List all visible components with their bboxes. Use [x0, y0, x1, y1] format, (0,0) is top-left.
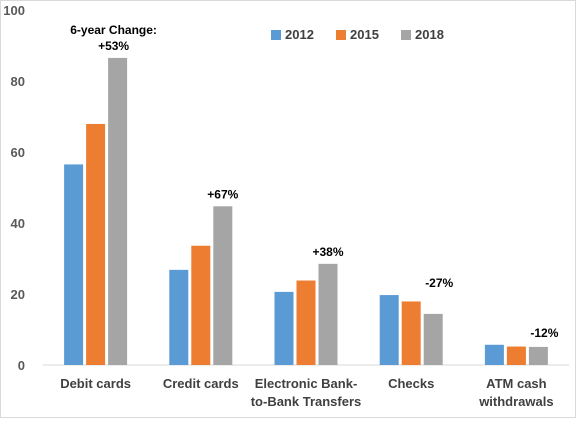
change-annotation: 6-year Change:: [70, 23, 157, 37]
legend-label-2018: 2018: [415, 27, 444, 42]
category-labels: Debit cards Credit cards Electronic Bank-t…: [60, 376, 553, 409]
category-label: ATM cash: [486, 376, 546, 391]
bar-2012-4: [484, 344, 504, 365]
change-annotation: -27%: [425, 276, 453, 290]
bar-2012-3: [379, 295, 399, 365]
bar-2015-0: [86, 123, 106, 365]
category-label: Checks: [388, 376, 434, 391]
y-tick-label: 40: [11, 216, 25, 231]
category-label: Electronic Bank-: [255, 376, 358, 391]
bar-2018-2: [318, 263, 338, 365]
legend-swatch-2015: [336, 30, 346, 40]
bar-2012-0: [64, 164, 84, 365]
y-tick-label: 100: [3, 3, 25, 18]
change-annotations: 6-year Change: +53% +67% +38% -27% -12%: [70, 23, 558, 340]
bar-2018-3: [423, 313, 443, 365]
category-label: withdrawals: [478, 394, 553, 409]
y-tick-label: 20: [11, 287, 25, 302]
y-tick-label: 80: [11, 74, 25, 89]
change-annotation: +38%: [312, 245, 343, 259]
bar-2015-4: [506, 346, 526, 365]
y-tick-label: 60: [11, 145, 25, 160]
category-label: Debit cards: [60, 376, 131, 391]
bar-2018-0: [108, 57, 128, 366]
bars: [64, 57, 548, 366]
bar-2015-1: [191, 245, 211, 365]
change-annotation: -12%: [530, 326, 558, 340]
legend-swatch-2012: [271, 30, 281, 40]
legend-swatch-2018: [401, 30, 411, 40]
category-label: Credit cards: [163, 376, 239, 391]
category-label: to-Bank Transfers: [251, 394, 362, 409]
legend-label-2012: 2012: [285, 27, 314, 42]
y-axis: 0 20 40 60 80 100: [3, 3, 25, 373]
legend-label-2015: 2015: [350, 27, 379, 42]
y-tick-label: 0: [18, 358, 25, 373]
bar-2012-1: [169, 269, 189, 365]
bar-2018-1: [213, 206, 233, 365]
change-annotation: +67%: [207, 187, 238, 201]
change-annotation: +53%: [98, 39, 129, 53]
legend: 2012 2015 2018: [271, 27, 444, 42]
bar-2018-4: [528, 346, 548, 365]
bar-2015-3: [401, 301, 421, 365]
bar-2015-2: [296, 280, 316, 365]
bar-2012-2: [274, 291, 294, 365]
